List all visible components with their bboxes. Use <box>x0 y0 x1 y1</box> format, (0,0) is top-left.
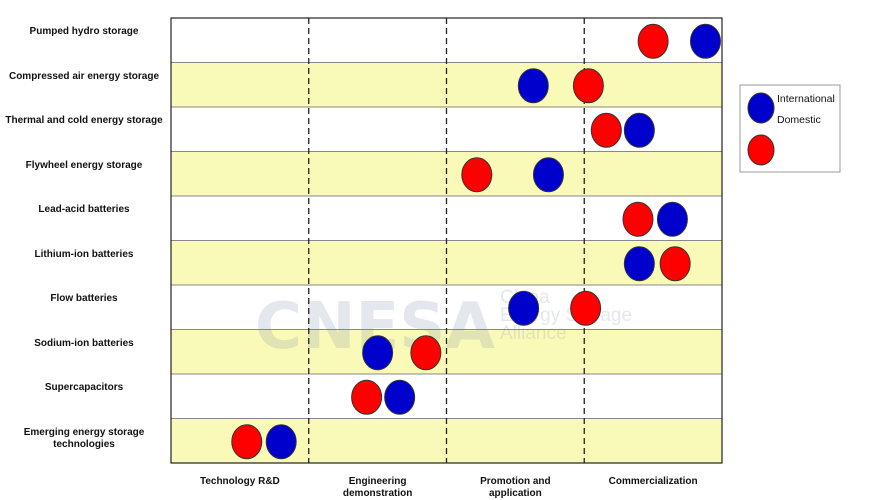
dot <box>384 379 416 415</box>
dot <box>532 157 564 193</box>
row-label: Flywheel energy storage <box>25 159 143 171</box>
row-label: Emerging energy storage technologies <box>23 426 145 450</box>
legend-swatch <box>747 92 775 124</box>
dot <box>351 379 383 415</box>
dot <box>656 201 688 237</box>
dot <box>570 290 602 326</box>
dot <box>659 246 691 282</box>
dot <box>362 335 394 371</box>
legend-label: Domestic <box>777 114 821 126</box>
stage-label: Engineering demonstration <box>342 476 413 499</box>
dot <box>622 201 654 237</box>
dot <box>689 23 721 59</box>
row-label: Compressed air energy storage <box>8 70 160 82</box>
row-label: Lithium-ion batteries <box>34 248 134 260</box>
dot <box>508 290 540 326</box>
dot <box>572 68 604 104</box>
dot <box>637 23 669 59</box>
stage-label: Commercialization <box>608 476 698 487</box>
dot <box>590 112 622 148</box>
dot <box>231 424 263 460</box>
dot <box>461 157 493 193</box>
dot <box>623 112 655 148</box>
dot <box>410 335 442 371</box>
row-label: Lead-acid batteries <box>38 204 130 215</box>
row-label: Thermal and cold energy storage <box>5 115 163 126</box>
dot <box>265 424 297 460</box>
stage-label: Promotion and application <box>480 476 551 499</box>
watermark-text: Alliance <box>500 323 567 344</box>
stage-label: Technology R&D <box>199 476 280 487</box>
row-label: Supercapacitors <box>44 382 124 393</box>
row-label: Flow batteries <box>50 293 118 304</box>
legend-label: International <box>777 93 835 105</box>
dot <box>517 68 549 104</box>
row-label: Pumped hydro storage <box>29 26 139 37</box>
dot <box>623 246 655 282</box>
legend-swatch <box>747 134 775 166</box>
row-label: Sodium-ion batteries <box>34 337 134 349</box>
